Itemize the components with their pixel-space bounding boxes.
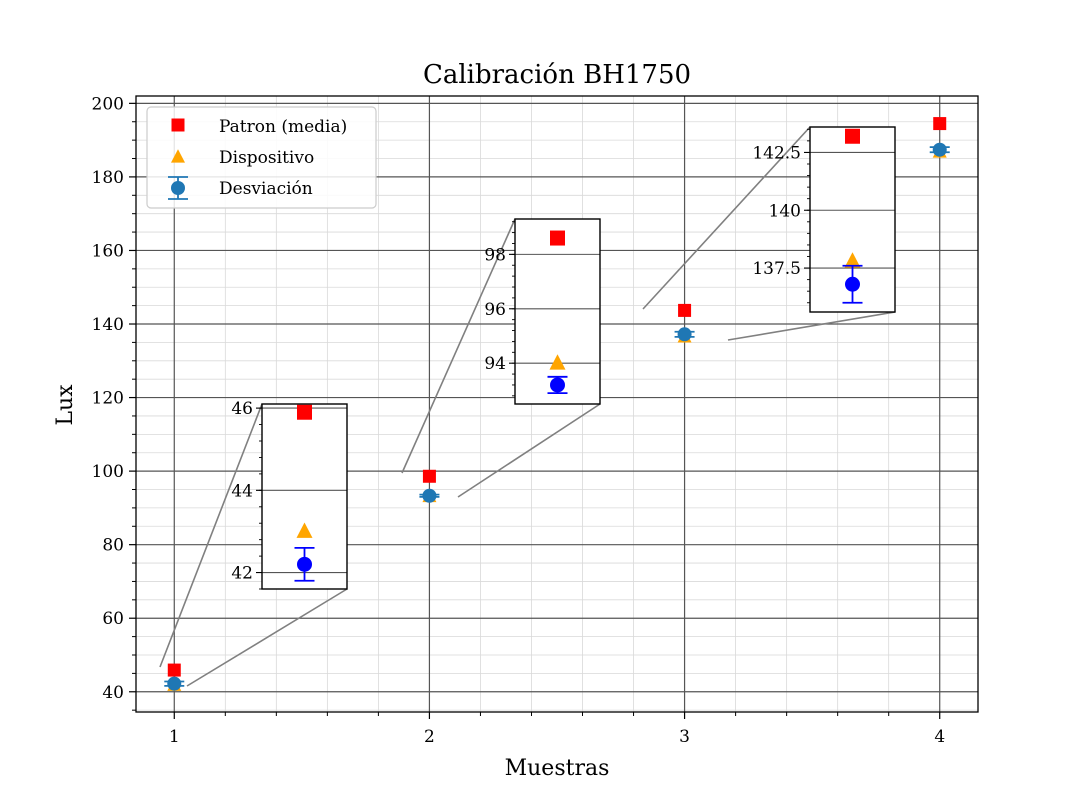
- inset-dispositivo-point: [296, 522, 313, 538]
- inset-tick-label: 137.5: [752, 259, 801, 279]
- inset-tick-label: 42: [231, 564, 253, 584]
- patron-point: [678, 303, 692, 317]
- x-axis-label: Muestras: [505, 756, 610, 781]
- inset-dispositivo-point: [844, 252, 861, 268]
- inset-connector-line: [642, 126, 811, 310]
- legend-symbols: [168, 118, 188, 200]
- inset-connector-line: [401, 218, 516, 474]
- minor-ticks: [132, 121, 890, 716]
- inset-patron-point: [297, 404, 312, 420]
- chart-title: Calibración BH1750: [423, 60, 691, 90]
- inset-connector-line: [159, 403, 263, 668]
- plot-frame: [135, 95, 979, 713]
- inset-connector-line: [727, 311, 896, 341]
- inset-tick-label: 94: [484, 354, 506, 374]
- y-axis-label: Lux: [53, 384, 78, 426]
- desviacion-point: [422, 488, 437, 503]
- y-tick-label: 140: [92, 315, 124, 335]
- legend-symbol-patron: [171, 118, 185, 132]
- inset-desviacion-point: [550, 377, 565, 393]
- data-markers: [164, 117, 950, 691]
- inset-tick-label: 142.5: [752, 143, 801, 163]
- x-tick-label: 3: [679, 727, 690, 747]
- patron-point: [933, 117, 947, 131]
- y-tick-label: 160: [92, 241, 124, 261]
- inset-tick-label: 140: [769, 201, 801, 221]
- legend-label-patron: Patron (media): [219, 117, 347, 137]
- inset-background: [515, 219, 600, 404]
- inset-frame: [514, 218, 601, 405]
- y-tick-label: 100: [92, 462, 124, 482]
- x-tick-label: 2: [424, 727, 435, 747]
- inset-desviacion-point: [297, 556, 312, 572]
- y-tick-label: 120: [92, 389, 124, 409]
- inset-dispositivo-point: [549, 354, 566, 370]
- major-ticks: 40 60 80 100 120 140 160 180 200 1 2 3 4: [92, 94, 946, 747]
- inset-connector-line: [186, 588, 348, 687]
- x-tick-label: 1: [169, 727, 180, 747]
- inset-tick-label: 96: [484, 300, 506, 320]
- desviacion-point: [167, 676, 182, 691]
- legend-symbol-desviacion: [171, 181, 185, 195]
- y-tick-label: 40: [102, 683, 124, 703]
- inset-desviacion-point: [845, 276, 860, 292]
- y-tick-label: 180: [92, 168, 124, 188]
- inset-frame: [809, 126, 896, 313]
- legend: Patron (media) Dispositivo Desviación: [146, 106, 377, 209]
- legend-label-desviacion: Desviación: [219, 179, 313, 199]
- inset-tick-label: 98: [484, 245, 506, 265]
- desviacion-point: [677, 327, 692, 342]
- inset-frame: [261, 403, 348, 590]
- desviacion-point: [932, 142, 947, 157]
- inset-patron-point: [550, 230, 565, 246]
- inset-tick-label: 44: [231, 481, 253, 501]
- y-tick-label: 200: [92, 94, 124, 114]
- inset-zooms: 42 44 46 94 96 98 137.5 140 142.5: [231, 126, 896, 590]
- inset-3: 137.5 140 142.5: [752, 126, 896, 313]
- inset-1: 42 44 46: [231, 399, 348, 590]
- inset-patron-point: [845, 128, 860, 144]
- patron-point: [167, 663, 181, 677]
- legend-symbol-dispositivo: [171, 149, 185, 163]
- y-tick-label: 80: [102, 536, 124, 556]
- legend-label-dispositivo: Dispositivo: [219, 148, 314, 168]
- x-tick-label: 4: [934, 727, 945, 747]
- inset-connectors: [159, 126, 896, 687]
- inset-tick-label: 46: [231, 399, 253, 419]
- inset-2: 94 96 98: [484, 218, 601, 405]
- legend-box: [146, 106, 377, 209]
- patron-point: [422, 469, 436, 483]
- y-tick-label: 60: [102, 609, 124, 629]
- inset-connector-line: [457, 403, 601, 498]
